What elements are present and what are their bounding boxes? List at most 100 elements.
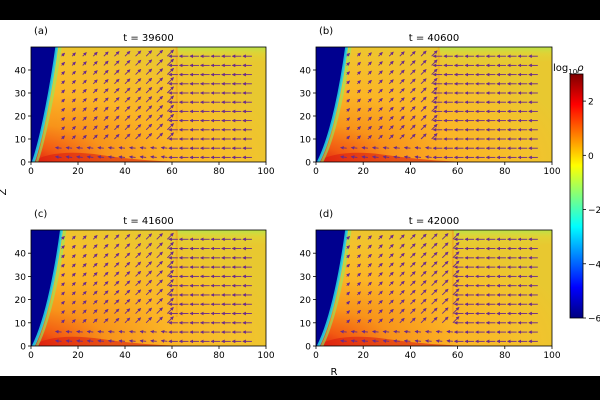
velocity-arrow <box>135 280 142 286</box>
velocity-arrow <box>92 134 98 140</box>
velocity-arrow <box>388 253 394 259</box>
velocity-arrow <box>361 146 368 150</box>
velocity-arrow <box>371 146 379 150</box>
velocity-arrow <box>114 252 120 259</box>
velocity-arrow <box>61 71 66 75</box>
velocity-arrow <box>399 290 405 296</box>
x-tick-label: 40 <box>119 351 131 361</box>
axes-frame <box>30 229 267 347</box>
funnel-region <box>31 230 62 346</box>
velocity-arrow <box>414 329 422 334</box>
velocity-arrow <box>356 126 361 131</box>
velocity-arrow <box>410 133 416 140</box>
velocity-arrow <box>71 300 76 305</box>
velocity-arrow <box>61 263 65 268</box>
velocity-arrow <box>356 300 361 305</box>
velocity-arrow <box>431 114 438 121</box>
velocity-arrow <box>346 62 351 66</box>
velocity-arrow <box>92 125 98 131</box>
velocity-arrow <box>388 290 394 296</box>
velocity-arrow <box>346 282 351 287</box>
y-tick-label: 30 <box>15 273 27 283</box>
x-tick-label: 40 <box>405 167 417 177</box>
velocity-arrow <box>388 116 394 121</box>
funnel-edge <box>32 230 64 346</box>
velocity-arrow <box>431 298 438 305</box>
velocity-arrow <box>356 107 361 112</box>
velocity-arrow <box>114 317 120 324</box>
velocity-arrow <box>145 298 153 305</box>
x-tick-label: 100 <box>257 167 274 177</box>
velocity-arrow <box>71 116 76 121</box>
velocity-arrow <box>156 260 163 268</box>
velocity-arrow <box>156 307 163 314</box>
velocity-arrow <box>403 329 411 334</box>
velocity-arrow <box>452 242 460 249</box>
velocity-arrow <box>61 61 66 66</box>
velocity-arrow <box>114 124 120 131</box>
velocity-arrow <box>410 69 416 75</box>
velocity-arrow <box>156 233 163 240</box>
panel-title: t = 39600 <box>123 33 173 44</box>
velocity-arrow <box>378 70 383 75</box>
velocity-arrow <box>156 77 164 85</box>
velocity-arrow <box>129 146 136 150</box>
velocity-arrow <box>410 87 416 94</box>
velocity-arrow <box>150 146 157 150</box>
x-tick-label: 0 <box>313 167 319 177</box>
velocity-arrow <box>346 89 351 94</box>
velocity-arrow <box>118 329 126 334</box>
velocity-arrow <box>446 339 453 343</box>
velocity-arrow <box>431 68 438 75</box>
velocity-arrow <box>361 339 368 343</box>
velocity-arrow <box>156 298 163 305</box>
velocity-arrow <box>378 235 383 240</box>
velocity-arrow <box>124 50 131 57</box>
velocity-arrow <box>92 70 98 75</box>
velocity-arrow <box>71 263 76 268</box>
velocity-arrow <box>371 339 379 343</box>
velocity-arrow <box>420 78 427 85</box>
velocity-arrow <box>367 70 372 75</box>
velocity-arrow <box>107 339 115 343</box>
x-tick-label: 20 <box>357 351 369 361</box>
velocity-arrow <box>86 155 94 159</box>
velocity-arrow <box>441 316 449 324</box>
x-tick-label: 100 <box>543 351 560 361</box>
velocity-arrow <box>410 96 416 103</box>
x-tick-label: 60 <box>452 167 464 177</box>
velocity-arrow <box>367 135 372 140</box>
velocity-arrow <box>65 329 73 334</box>
velocity-arrow <box>107 146 115 150</box>
velocity-arrow <box>124 69 131 75</box>
velocity-arrow <box>156 270 163 277</box>
colorbar-ticks: 2 0 −2 −4 −6 <box>583 98 600 325</box>
velocity-arrow <box>139 155 147 159</box>
velocity-arrow <box>361 329 368 334</box>
velocity-arrows <box>54 232 252 344</box>
velocity-arrow <box>340 146 347 150</box>
velocity-arrow <box>346 245 351 250</box>
velocity-arrow <box>410 60 416 66</box>
velocity-arrow <box>61 107 66 112</box>
velocity-arrow <box>145 242 153 249</box>
velocity-arrow <box>71 107 76 112</box>
y-tick-label: 40 <box>300 250 312 260</box>
velocity-arrow <box>356 291 361 296</box>
velocity-arrow <box>114 271 120 277</box>
velocity-arrow <box>403 339 411 343</box>
velocity-arrow <box>399 97 405 103</box>
velocity-arrow <box>425 339 432 343</box>
velocity-arrow <box>356 98 361 103</box>
velocity-arrow <box>135 68 142 75</box>
velocity-arrow <box>356 89 361 94</box>
velocity-arrow <box>150 339 157 343</box>
velocity-arrow <box>393 329 400 334</box>
velocity-arrow <box>156 132 164 140</box>
velocity-arrow <box>431 233 438 240</box>
velocity-arrow <box>388 271 394 277</box>
velocity-arrow <box>431 77 438 85</box>
y-tick-label: 20 <box>15 113 27 123</box>
y-tick-label: 0 <box>20 343 26 353</box>
velocity-arrow <box>61 117 66 121</box>
